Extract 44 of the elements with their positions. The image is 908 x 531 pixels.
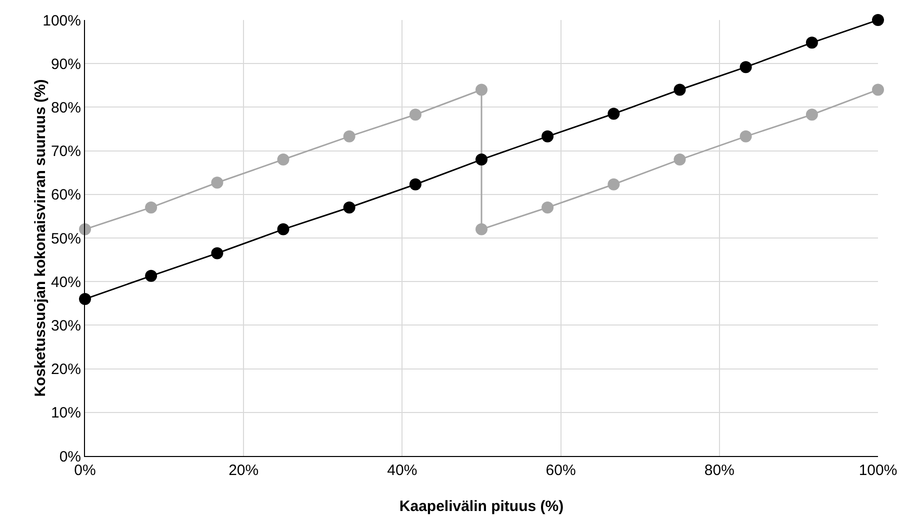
point — [872, 84, 884, 96]
x-tick-label: 20% — [228, 462, 259, 479]
point — [806, 108, 818, 121]
x-tick-label: 100% — [858, 462, 898, 479]
point — [476, 84, 488, 96]
point — [542, 130, 554, 142]
point — [211, 247, 224, 260]
y-tick-label: 60% — [50, 186, 81, 204]
y-tick-label: 20% — [50, 361, 81, 378]
point — [740, 61, 752, 74]
point — [740, 130, 752, 142]
y-axis-title: Kosketussuojan kokonaisvirran suuruus (%) — [32, 79, 49, 397]
point — [277, 223, 290, 236]
point — [476, 154, 488, 166]
y-tick-label: 100% — [42, 12, 81, 30]
point — [674, 84, 686, 96]
point — [872, 14, 884, 26]
x-tick-label: 60% — [546, 462, 576, 479]
point — [211, 176, 224, 189]
point — [409, 108, 422, 121]
y-tick-label: 40% — [50, 274, 81, 291]
y-tick-label: 90% — [50, 56, 81, 73]
point — [608, 178, 620, 190]
point — [277, 154, 290, 166]
y-tick-label: 30% — [50, 317, 81, 334]
point — [145, 201, 158, 214]
point — [79, 293, 91, 306]
x-tick-label: 80% — [704, 462, 734, 479]
y-tick-label: 80% — [50, 99, 81, 116]
point — [145, 270, 158, 282]
point — [674, 154, 686, 166]
point — [476, 223, 488, 236]
x-tick-label: 40% — [387, 462, 418, 479]
point — [409, 178, 422, 190]
point — [343, 201, 356, 214]
y-tick-label: 50% — [50, 230, 81, 248]
y-tick-label: 10% — [50, 404, 81, 422]
point — [608, 108, 620, 120]
point — [806, 36, 818, 49]
point — [79, 223, 91, 236]
x-axis-title: Kaapelivälin pituus (%) — [399, 498, 564, 515]
point — [542, 201, 554, 214]
y-tick-label: 70% — [50, 143, 81, 160]
point — [343, 130, 356, 142]
